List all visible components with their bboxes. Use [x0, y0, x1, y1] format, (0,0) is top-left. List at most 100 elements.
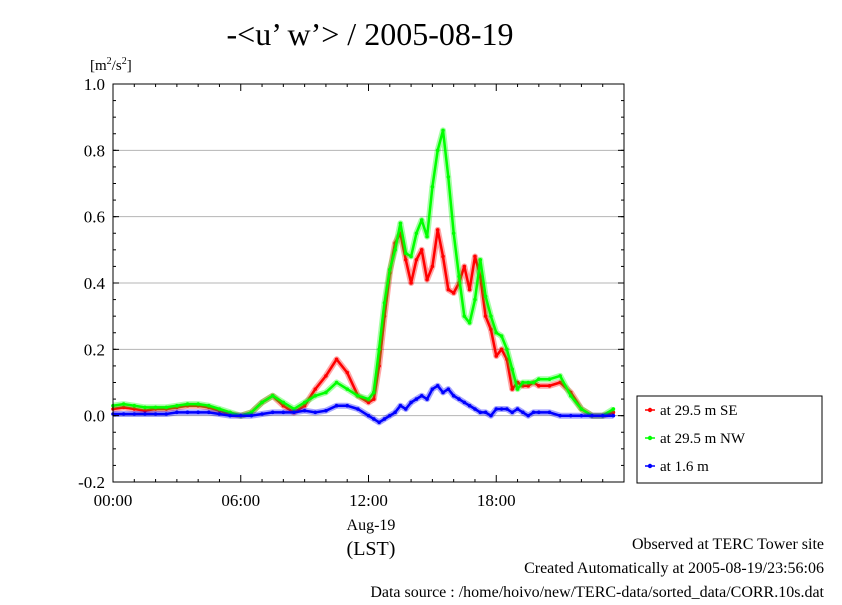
data-point	[515, 407, 520, 411]
x-tick-label: 12:00	[349, 491, 388, 510]
data-point	[175, 410, 179, 415]
x-axis: 00:00 06:00 12:00 18:00	[94, 84, 625, 510]
data-point	[531, 410, 536, 415]
data-point	[324, 408, 328, 413]
data-point	[462, 264, 467, 269]
data-point	[393, 410, 397, 415]
data-point	[403, 251, 408, 255]
data-point	[510, 410, 515, 415]
data-point	[600, 413, 605, 418]
legend-label: at 1.6 m	[660, 459, 709, 475]
data-point	[238, 413, 243, 418]
series-layer	[111, 127, 616, 426]
data-point	[302, 403, 307, 408]
data-point	[132, 403, 137, 408]
data-point	[568, 393, 573, 398]
data-point	[366, 413, 371, 418]
data-point	[419, 218, 424, 222]
data-point	[356, 393, 360, 398]
y-tick-label: 0.2	[84, 340, 105, 359]
y-tick-label: 1.0	[84, 75, 105, 94]
data-point	[446, 387, 451, 391]
data-point	[537, 410, 541, 415]
footer-source-line: Data source : /home/hoivo/new/TERC-data/…	[370, 584, 824, 601]
data-point	[143, 405, 147, 410]
series-line	[112, 129, 615, 417]
data-point	[526, 413, 530, 418]
data-point	[372, 390, 376, 395]
data-point	[489, 314, 493, 318]
data-point	[121, 402, 126, 406]
data-point	[467, 321, 472, 325]
data-point	[324, 374, 328, 378]
legend-box	[636, 395, 823, 484]
y-tick-label: 0.6	[84, 208, 105, 227]
y-tick-label: -0.2	[78, 473, 105, 492]
y-tick-label: 0.4	[84, 274, 106, 293]
data-point	[451, 231, 456, 236]
data-point	[217, 407, 222, 411]
data-point	[611, 410, 616, 415]
data-point	[547, 384, 552, 388]
data-point	[521, 380, 525, 385]
data-point	[457, 397, 461, 401]
legend-label: at 29.5 m SE	[660, 403, 738, 419]
data-point	[334, 403, 339, 408]
footer-created-line: Created Automatically at 2005-08-19/23:5…	[524, 560, 824, 577]
data-point	[489, 413, 493, 418]
data-point	[483, 410, 488, 415]
data-point	[478, 257, 483, 262]
series-halo	[112, 127, 615, 419]
data-point	[457, 274, 461, 279]
data-point	[510, 367, 515, 372]
x-axis-date-label: Aug-19	[347, 517, 396, 534]
data-point	[441, 254, 445, 259]
data-point	[611, 407, 616, 411]
data-point	[462, 400, 467, 405]
data-point	[547, 377, 552, 381]
data-point	[446, 175, 451, 179]
data-point	[467, 403, 472, 408]
data-point	[164, 405, 169, 410]
data-point	[207, 403, 211, 408]
data-point	[494, 407, 499, 411]
data-point	[537, 384, 541, 388]
data-point	[270, 393, 275, 398]
data-point	[313, 410, 318, 415]
data-point	[414, 397, 419, 401]
data-point	[451, 291, 456, 295]
y-axis: -0.2 0.0 0.2 0.4 0.6 0.8 1.0	[78, 75, 624, 492]
data-point	[414, 231, 419, 236]
data-point	[403, 407, 408, 411]
data-point	[499, 407, 504, 411]
data-point	[505, 347, 509, 352]
data-point	[425, 234, 429, 239]
data-point	[558, 374, 562, 378]
data-point	[153, 412, 158, 416]
data-point	[505, 407, 509, 411]
data-point	[531, 380, 536, 385]
x-tick-label: 18:00	[477, 491, 516, 510]
data-point	[302, 400, 307, 405]
data-point	[526, 384, 530, 388]
data-point	[345, 370, 350, 375]
y-tick-label: 0.8	[84, 141, 105, 160]
data-point	[473, 407, 477, 411]
data-point	[409, 254, 413, 259]
x-axis-timezone-label: (LST)	[347, 538, 396, 560]
data-point	[483, 294, 488, 299]
data-point	[260, 400, 264, 405]
data-point	[377, 347, 381, 352]
data-point	[473, 297, 477, 302]
data-point	[372, 397, 376, 401]
data-point	[281, 403, 286, 408]
series-line	[113, 384, 614, 424]
data-point	[334, 357, 339, 362]
data-point	[185, 410, 190, 415]
data-point	[196, 410, 200, 415]
data-point	[515, 387, 520, 391]
data-point	[483, 314, 488, 318]
data-point	[377, 420, 381, 425]
data-point	[473, 254, 477, 259]
data-point	[292, 407, 296, 411]
